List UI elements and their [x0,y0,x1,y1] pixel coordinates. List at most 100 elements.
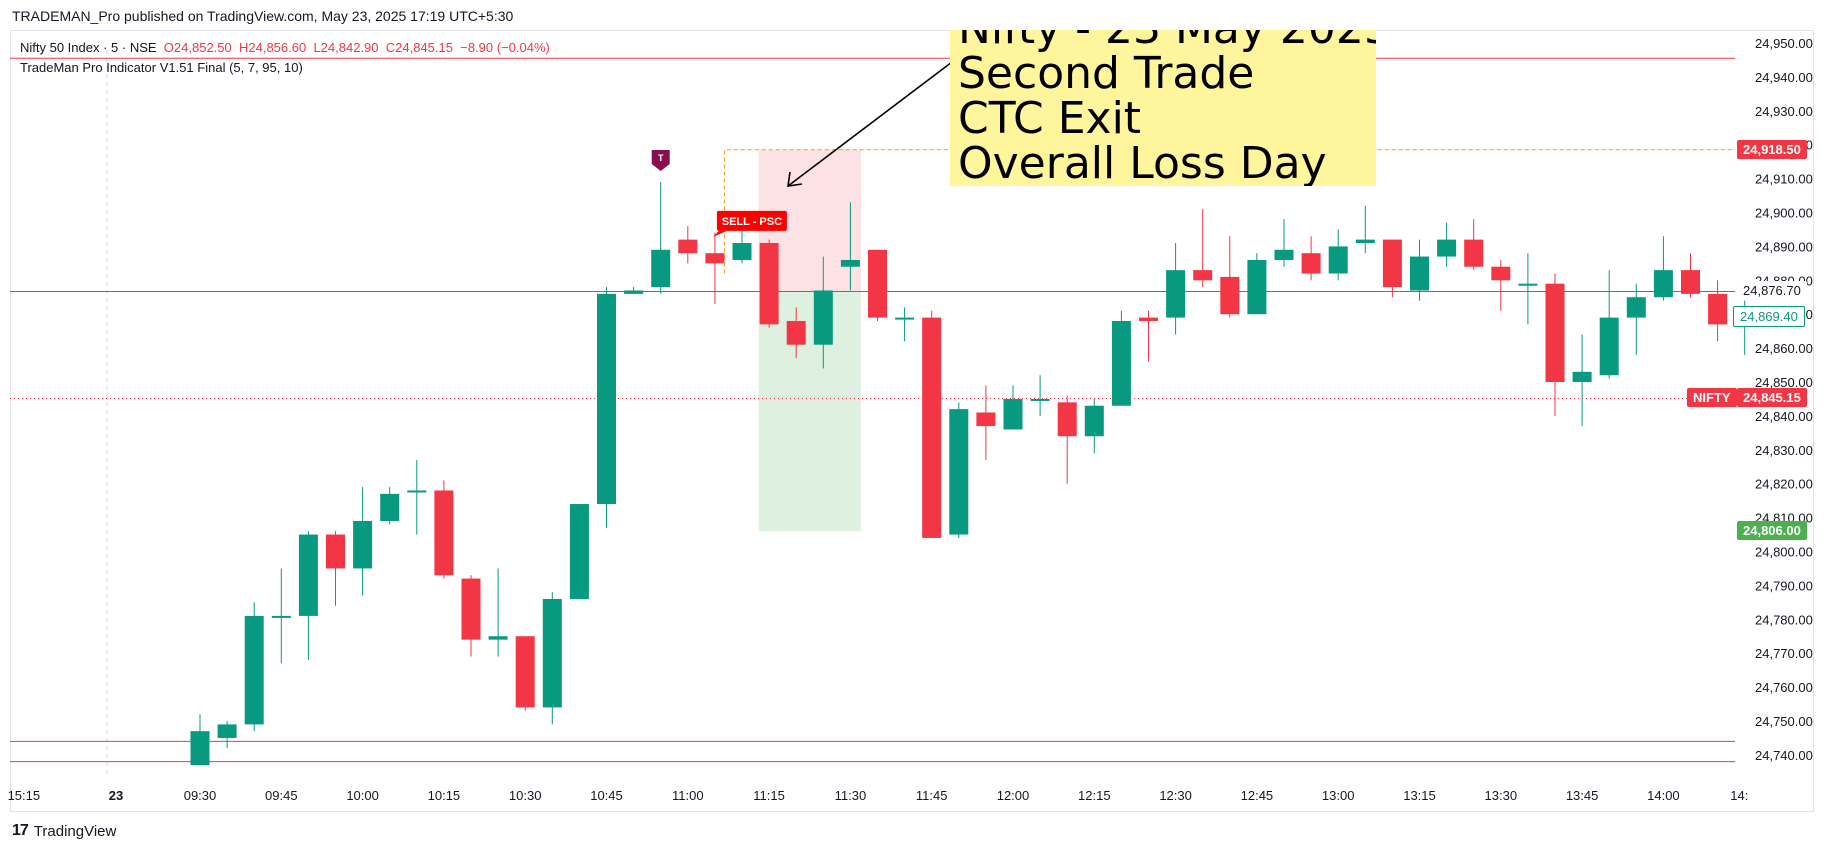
x-tick-label: 11:15 [753,788,785,803]
indicator-row[interactable]: TradeMan Pro Indicator V1.51 Final (5, 7… [20,58,550,78]
candle-body [840,259,860,267]
stop-price-tag: 24,806.00 [1737,521,1807,541]
symbol-tag: NIFTY [1687,388,1737,408]
candle-body [190,731,210,766]
y-tick-label: 24,820.00 [1755,477,1813,492]
annotation-line: Overall Loss Day [958,138,1327,186]
candle-body [1708,293,1728,325]
y-tick-label: 24,860.00 [1755,341,1813,356]
candle-body [1437,239,1457,257]
candle-body [1545,283,1565,382]
publisher-text: TRADEMAN_Pro published on TradingView.co… [12,8,514,24]
candle-body [1355,239,1375,244]
sell-signal-pointer [712,230,727,237]
entry-price-tag: 24,869.40 [1733,306,1805,328]
candle-body [949,409,969,535]
annotation-box[interactable]: Nifty - 23 May 2025 Second Trade CTC Exi… [950,30,1376,186]
annotation-line: Nifty - 23 May 2025 [958,30,1376,51]
annotation-line: Second Trade [958,48,1255,99]
candle-body [1464,239,1484,267]
y-tick-label: 24,910.00 [1755,172,1813,187]
candle-body [1382,239,1402,288]
x-tick-label: 11:30 [835,788,867,803]
candle-body [786,320,806,345]
footer-brand: TradingView [33,822,117,840]
y-tick-label: 24,770.00 [1755,646,1813,661]
close-value: C24,845.15 [385,40,453,55]
last-price-tag: 24,845.15 [1737,388,1807,408]
y-tick-label: 24,930.00 [1755,104,1813,119]
candle-body [244,615,264,725]
x-tick-label: 23 [109,788,123,803]
y-tick-label: 24,780.00 [1755,612,1813,627]
candle-body [678,239,698,254]
x-tick-label: 12:15 [1078,788,1111,803]
candle-body [1220,276,1240,315]
candle-body [1166,270,1186,318]
candle-body [922,317,942,538]
footer[interactable]: 17 TradingView [12,822,116,840]
y-tick-label: 24,800.00 [1755,545,1813,560]
x-tick-label: 12:30 [1159,788,1192,803]
x-tick-label: 13:00 [1322,788,1355,803]
target-price-tag: 24,918.50 [1737,139,1807,159]
candle-body [271,615,291,618]
candle-body [868,249,887,318]
annotation-line: CTC Exit [958,93,1142,144]
annotation-lines: Nifty - 23 May 2025 Second Trade CTC Exi… [958,30,1376,186]
y-tick-label: 24,740.00 [1755,748,1813,763]
candle-body [1274,249,1294,260]
indicator-name[interactable]: TradeMan Pro Indicator V1.51 Final (5, 7… [20,60,303,75]
y-tick-label: 24,840.00 [1755,409,1813,424]
candle-body [597,293,616,505]
candle-body [1003,398,1023,430]
candle-body [1057,402,1077,437]
symbol-name[interactable]: Nifty 50 Index · 5 · NSE [20,40,157,55]
candle-body [813,290,833,345]
candle-body [1328,246,1348,274]
ohlc-row: Nifty 50 Index · 5 · NSE O24,852.50 H24,… [20,38,550,58]
chart-frame[interactable] [10,30,1814,812]
candle-body [1030,398,1050,401]
change-value: −8.90 (−0.04%) [460,40,550,55]
x-tick-label: 11:00 [672,788,704,803]
candle-body [1518,283,1538,286]
candle-body [353,520,373,569]
y-tick-label: 24,950.00 [1755,36,1813,51]
candle-body [298,534,318,616]
x-tick-label: 09:30 [184,788,217,803]
candle-body [1111,320,1131,406]
sell-signal-label: SELL - PSC [722,216,782,228]
t-marker-label: T [658,153,664,163]
candle-body [1247,259,1267,315]
x-tick-label: 14:00 [1647,788,1680,803]
candle-body [1193,270,1213,281]
x-tick-label: 09:45 [265,788,298,803]
y-tick-label: 24,760.00 [1755,680,1813,695]
high-value: H24,856.60 [238,40,307,55]
x-tick-label: 13:45 [1566,788,1599,803]
candle-body [461,578,481,640]
y-tick-label: 24,890.00 [1755,239,1813,254]
tradingview-logo-icon: 17 [12,822,29,839]
candle-body [1139,317,1158,321]
x-tick-label: 11:45 [916,788,948,803]
x-tick-label: 15:15 [8,788,41,803]
level-price-tag: 24,876.70 [1737,281,1807,301]
annotation-arrow [787,61,953,187]
x-tick-label: 10:00 [346,788,379,803]
annotation-arrowhead [787,171,803,187]
candle-body [651,249,671,288]
candle-body [1681,270,1700,294]
y-tick-label: 24,790.00 [1755,578,1813,593]
x-tick-label: 14: [1730,788,1748,803]
candle-body [624,290,644,294]
chart-legend: Nifty 50 Index · 5 · NSE O24,852.50 H24,… [20,38,550,78]
candle-body [542,598,562,708]
candle-body [705,253,725,264]
candle-body [217,724,237,738]
y-tick-label: 24,850.00 [1755,375,1813,390]
x-tick-label: 12:00 [997,788,1030,803]
open-value: O24,852.50 [163,40,232,55]
